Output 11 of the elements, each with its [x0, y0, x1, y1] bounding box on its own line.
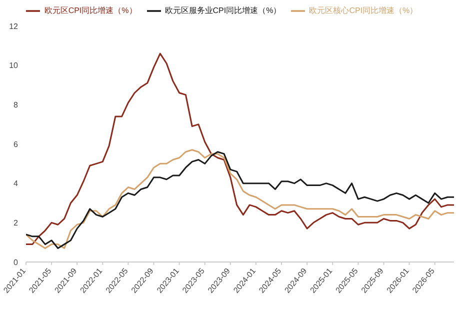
line-series: [26, 52, 454, 246]
y-tick-label: 10: [9, 61, 19, 70]
legend-label: 欧元区CPI同比增速（%）: [44, 6, 137, 16]
y-tick-label: 4: [14, 179, 19, 188]
legend-label: 欧元区核心CPI同比增速（%）: [309, 6, 418, 16]
y-tick-label: 2: [14, 218, 19, 228]
y-tick-label: 12: [9, 22, 19, 31]
y-tick-label: 8: [14, 100, 19, 110]
y-tick-label: 6: [14, 140, 19, 149]
legend-label: 欧元区服务业CPI同比增速（%）: [164, 6, 282, 16]
y-tick-label: 0: [14, 258, 19, 267]
